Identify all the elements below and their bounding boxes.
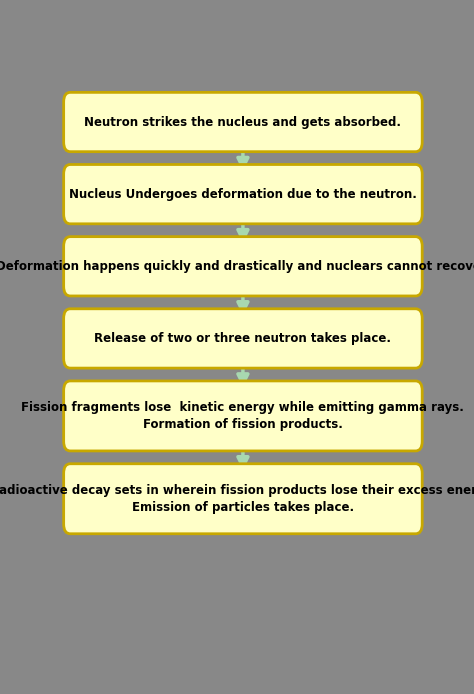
Text: Fission fragments lose  kinetic energy while emitting gamma rays.
Formation of f: Fission fragments lose kinetic energy wh… xyxy=(21,401,465,431)
Text: Nucleus Undergoes deformation due to the neutron.: Nucleus Undergoes deformation due to the… xyxy=(69,187,417,201)
Text: Neutron strikes the nucleus and gets absorbed.: Neutron strikes the nucleus and gets abs… xyxy=(84,115,401,128)
FancyBboxPatch shape xyxy=(64,381,422,451)
FancyBboxPatch shape xyxy=(64,309,422,368)
Text: Radioactive decay sets in wherein fission products lose their excess energy.
Emi: Radioactive decay sets in wherein fissio… xyxy=(0,484,474,514)
Text: Deformation happens quickly and drastically and nuclears cannot recover.: Deformation happens quickly and drastica… xyxy=(0,260,474,273)
FancyBboxPatch shape xyxy=(64,237,422,296)
FancyBboxPatch shape xyxy=(64,164,422,224)
Text: Release of two or three neutron takes place.: Release of two or three neutron takes pl… xyxy=(94,332,392,345)
FancyBboxPatch shape xyxy=(64,464,422,534)
FancyBboxPatch shape xyxy=(64,92,422,152)
